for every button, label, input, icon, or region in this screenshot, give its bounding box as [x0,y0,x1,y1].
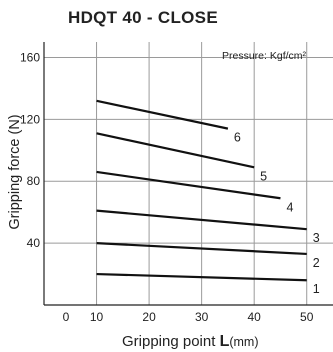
tick-labels: 0 10 20 30 40 50 40 80 120 160 [20,50,314,324]
series-label-6: 6 [234,131,241,145]
series-line-1 [96,272,307,282]
x-tick-label-0: 0 [63,310,70,324]
y-axis-label: Gripping force (N) [7,114,23,229]
series-label-5: 5 [260,169,267,183]
y-tick-label-160: 160 [20,50,40,64]
series-label-2: 2 [313,256,320,270]
y-tick-label-80: 80 [27,174,41,188]
series-lines [96,99,307,282]
series-line-3 [96,209,307,231]
x-tick-label-20: 20 [142,310,156,324]
series-line-5 [96,132,255,169]
pressure-annotation: Pressure: Kgf/cm² [222,50,307,62]
x-axis-label-prefix: Gripping point [122,333,220,350]
grid-lines [44,42,333,305]
x-tick-label-10: 10 [90,310,104,324]
chart-title: HDQT 40 - CLOSE [68,8,218,27]
series-line-6 [96,99,229,130]
x-axis-label-unit: (mm) [229,335,258,349]
axes [43,42,333,306]
series-label-3: 3 [313,231,320,245]
series-labels: 1 2 3 4 5 6 [234,131,320,297]
series-label-1: 1 [313,282,320,296]
series-line-4 [96,170,281,200]
x-tick-label-30: 30 [195,310,209,324]
series-line-2 [96,242,307,256]
x-axis-label-variable: L [220,333,230,350]
y-tick-label-40: 40 [27,236,41,250]
x-axis-label: Gripping point L(mm) [122,333,259,350]
x-tick-label-50: 50 [300,310,314,324]
series-label-4: 4 [286,200,293,214]
x-tick-label-40: 40 [248,310,262,324]
y-tick-label-120: 120 [20,112,40,126]
